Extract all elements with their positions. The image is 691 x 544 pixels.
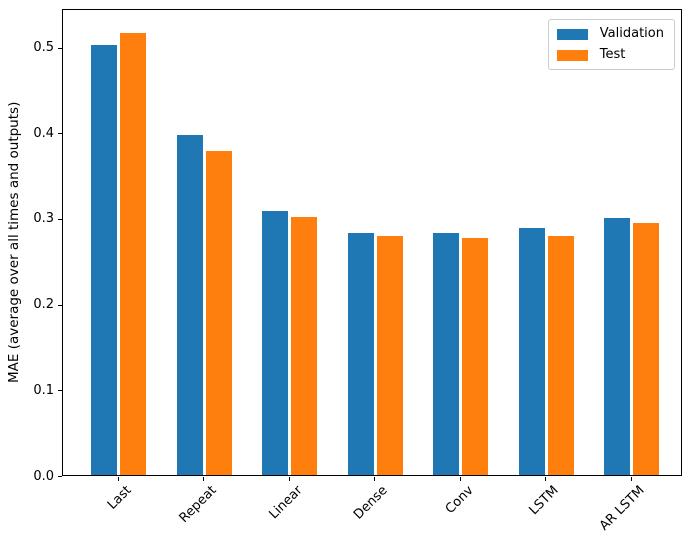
x-tick-label-last: Last	[104, 483, 135, 513]
bar-test-linear	[291, 217, 318, 475]
y-tick-label-0.3: 0.3	[33, 211, 54, 227]
bar-validation-ar-lstm	[604, 217, 631, 475]
legend-swatch-test	[556, 49, 588, 61]
y-tick-label-0.4: 0.4	[33, 125, 54, 141]
y-tick-mark	[58, 304, 62, 306]
legend: Validation Test	[547, 19, 675, 70]
legend-item-test: Test	[556, 47, 664, 62]
y-tick-mark	[58, 390, 62, 392]
bar-validation-dense	[347, 232, 374, 475]
bar-test-conv	[462, 237, 489, 475]
bar-test-dense	[376, 235, 403, 475]
bar-test-ar-lstm	[633, 223, 660, 475]
y-axis-label: MAE (average over all times and outputs)	[6, 101, 22, 384]
legend-label: Validation	[599, 26, 664, 41]
plot-area: Validation Test	[62, 9, 682, 476]
y-tick-mark	[58, 133, 62, 135]
bar-test-last	[120, 32, 147, 475]
bar-validation-last	[91, 44, 118, 475]
y-tick-label-0.2: 0.2	[33, 297, 54, 313]
x-tick-mark	[288, 477, 290, 481]
legend-item-validation: Validation	[556, 26, 664, 41]
y-tick-mark	[58, 47, 62, 49]
legend-label: Test	[599, 47, 626, 62]
bar-test-repeat	[205, 151, 232, 475]
bar-validation-linear	[262, 211, 289, 475]
x-tick-mark	[630, 477, 632, 481]
bar-test-lstm	[547, 235, 574, 475]
x-tick-mark	[374, 477, 376, 481]
y-tick-label-0.5: 0.5	[33, 40, 54, 56]
bar-validation-repeat	[176, 134, 203, 475]
y-tick-label-0.1: 0.1	[33, 382, 54, 398]
y-tick-mark	[58, 218, 62, 221]
x-tick-mark	[545, 477, 547, 481]
x-tick-mark	[117, 477, 119, 481]
y-tick-label-0.0: 0.0	[33, 468, 54, 484]
bar-validation-lstm	[518, 228, 545, 475]
legend-swatch-validation	[556, 28, 588, 40]
bar-validation-conv	[433, 232, 460, 475]
x-tick-mark	[459, 477, 461, 481]
y-tick-mark	[58, 476, 62, 478]
x-tick-mark	[203, 477, 205, 481]
